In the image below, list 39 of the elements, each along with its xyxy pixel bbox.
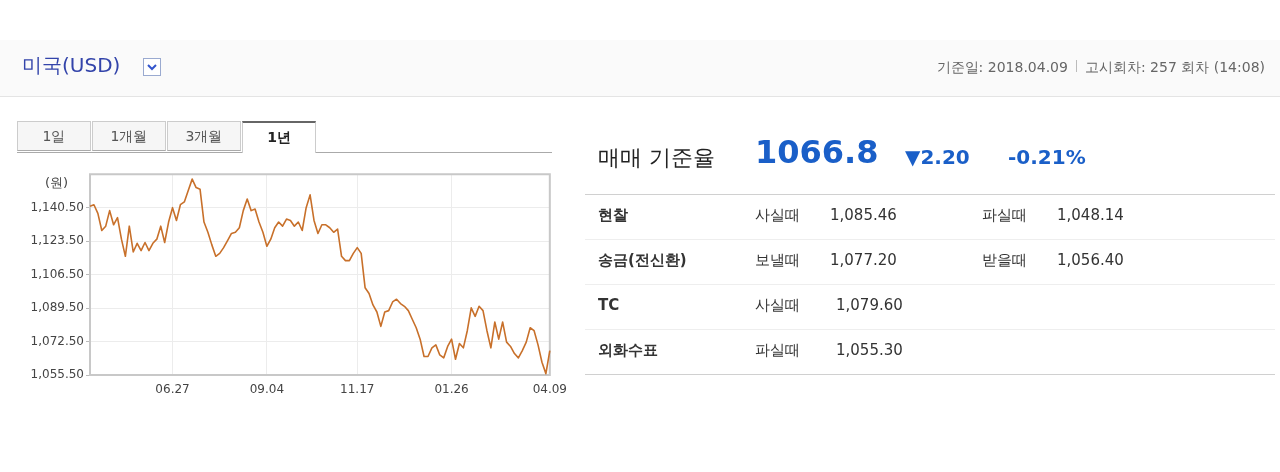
text: 송금(전신환) bbox=[598, 251, 687, 269]
text: 외화수표 bbox=[598, 341, 658, 359]
text: 현찰 bbox=[598, 206, 628, 224]
text: 받을때 bbox=[982, 251, 1027, 269]
x-tick-label: 09.04 bbox=[249, 382, 285, 397]
y-tick-label: 1,072.50 bbox=[30, 333, 84, 348]
x-tick-label: 04.09 bbox=[532, 382, 567, 397]
text: 1년 bbox=[242, 121, 316, 153]
y-axis-title: (원) bbox=[45, 174, 69, 192]
text: 1,048.14 bbox=[1057, 206, 1124, 224]
y-tick-label: 1,106.50 bbox=[30, 266, 84, 281]
text: 1개월 bbox=[92, 121, 166, 151]
y-tick-label: 1,089.50 bbox=[30, 300, 84, 315]
text: 사실때 bbox=[755, 296, 800, 314]
text: -0.21% bbox=[1008, 145, 1086, 169]
text: 1,056.40 bbox=[1057, 251, 1124, 269]
y-tick-label: 1,055.50 bbox=[30, 367, 84, 382]
text: 매매 기준율 bbox=[598, 145, 715, 170]
text: ▼2.20 bbox=[905, 145, 970, 169]
text: 1,055.30 bbox=[836, 341, 903, 359]
text: 파실때 bbox=[982, 206, 1027, 224]
text: 보낼때 bbox=[755, 251, 800, 269]
x-tick-label: 01.26 bbox=[434, 382, 469, 397]
text: 1066.8 bbox=[755, 133, 879, 171]
text: 고시회차: 257 회차 (14:08) bbox=[1084, 59, 1265, 75]
text: 1,085.46 bbox=[830, 206, 897, 224]
chart-title: 미국(USD) bbox=[22, 52, 121, 79]
text: 파실때 bbox=[755, 341, 800, 359]
text: 1,077.20 bbox=[830, 251, 897, 269]
x-tick-label: 06.27 bbox=[155, 382, 190, 397]
text: 1,079.60 bbox=[836, 296, 903, 314]
text: 사실때 bbox=[755, 206, 800, 224]
x-tick-label: 11.17 bbox=[340, 382, 375, 397]
text: TC bbox=[598, 296, 620, 314]
text: 기준일: 2018.04.09 bbox=[936, 59, 1068, 75]
y-tick-label: 1,123.50 bbox=[30, 233, 84, 248]
text: 3개월 bbox=[167, 121, 241, 151]
y-tick-label: 1,140.50 bbox=[30, 199, 84, 214]
text: 1일 bbox=[17, 121, 91, 151]
